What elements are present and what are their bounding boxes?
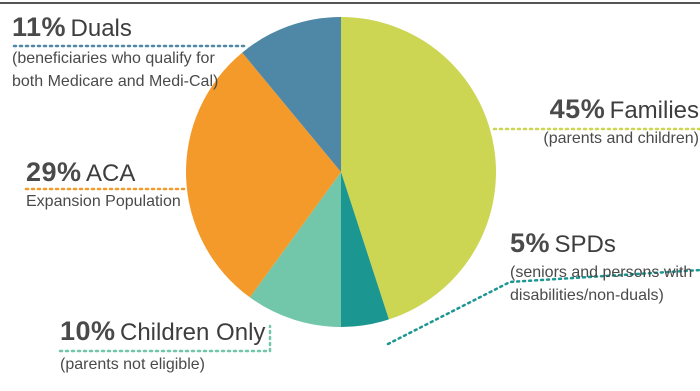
leader-spds [386, 268, 700, 346]
aca-name: ACA [86, 160, 136, 187]
label-aca: 29% ACA Expansion Population [26, 157, 201, 213]
duals-desc: (beneficiaries who qualify for both Medi… [12, 50, 219, 91]
spds-name: SPDs [554, 231, 616, 258]
aca-pct: 29% [26, 157, 82, 187]
children-name: Children Only [120, 319, 266, 346]
label-duals: 11% Duals (beneficiaries who qualify for… [12, 12, 242, 93]
children-pct: 10% [60, 316, 116, 346]
spds-desc: (seniors and persons with disabilities/n… [510, 264, 693, 305]
duals-pct: 11% [12, 12, 67, 42]
duals-name: Duals [70, 15, 132, 42]
label-families: 45% Families (parents and children) [519, 94, 699, 150]
families-name: Families [609, 97, 699, 124]
slice-duals [242, 17, 341, 172]
slice-children-only [249, 172, 341, 327]
top-rule [0, 2, 700, 4]
families-desc: (parents and children) [543, 130, 699, 148]
leader-children-only [58, 324, 272, 353]
slice-spds [341, 172, 389, 327]
families-pct: 45% [549, 94, 606, 124]
label-children-only: 10% Children Only (parents not eligible) [60, 316, 300, 376]
label-spds: 5% SPDs (seniors and persons with disabi… [510, 228, 698, 307]
slice-aca [185, 52, 341, 298]
slice-families [341, 17, 496, 320]
aca-desc: Expansion Population [26, 193, 181, 211]
children-desc: (parents not eligible) [60, 356, 205, 374]
spds-pct: 5% [510, 228, 551, 258]
